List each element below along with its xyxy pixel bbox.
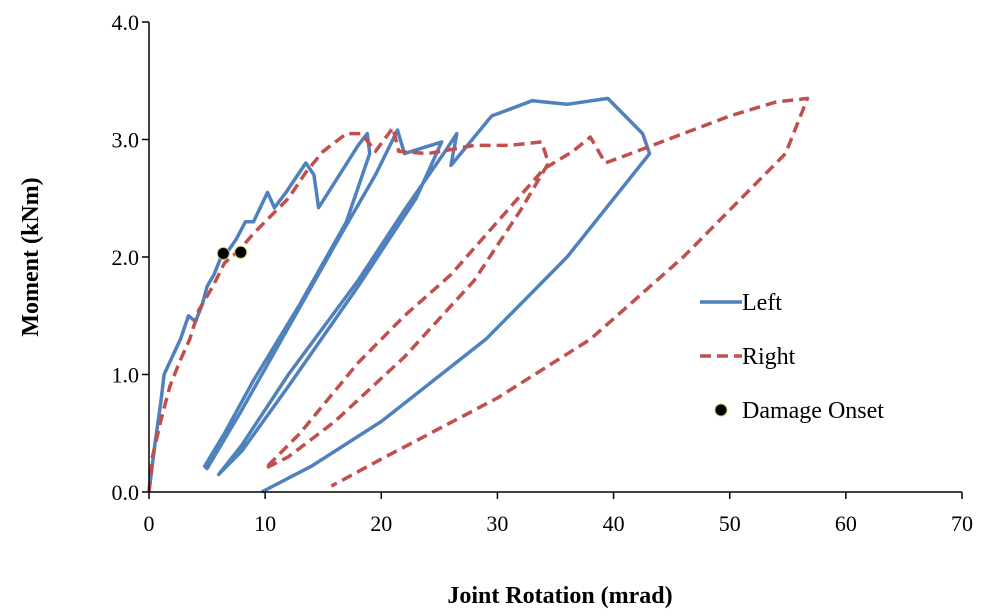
damage-onset-legend-marker [714,403,728,417]
damage-onset-marker [234,245,248,259]
y-tick-label: 3.0 [112,128,140,153]
x-tick-label: 70 [951,511,973,536]
y-tick-label: 4.0 [112,10,140,35]
right-series-line [147,96,810,493]
x-axis-title: Joint Rotation (mrad) [447,583,672,609]
right-legend-label: Right [742,344,796,370]
left-legend-label: Left [742,290,782,316]
x-tick-label: 30 [486,511,508,536]
damage-onset-marker [216,246,230,260]
x-tick-label: 50 [719,511,741,536]
x-tick-label: 60 [835,511,857,536]
y-tick-label: 1.0 [112,363,140,388]
damage-onset-legend-label: Damage Onset [742,398,884,424]
ticks: 0 10 20 30 40 50 60 70 0.0 1.0 2.0 3.0 4.0 [112,10,974,536]
x-tick-label: 10 [254,511,276,536]
y-tick-label: 2.0 [112,245,140,270]
legend: Left Right Damage Onset [700,290,884,424]
y-axis-title: Moment (kNm) [18,177,44,336]
left-series-line [147,96,652,494]
x-tick-label: 0 [144,511,155,536]
plot-area [147,96,810,494]
x-tick-label: 40 [603,511,625,536]
y-tick-label: 0.0 [112,480,140,505]
x-tick-label: 20 [370,511,392,536]
